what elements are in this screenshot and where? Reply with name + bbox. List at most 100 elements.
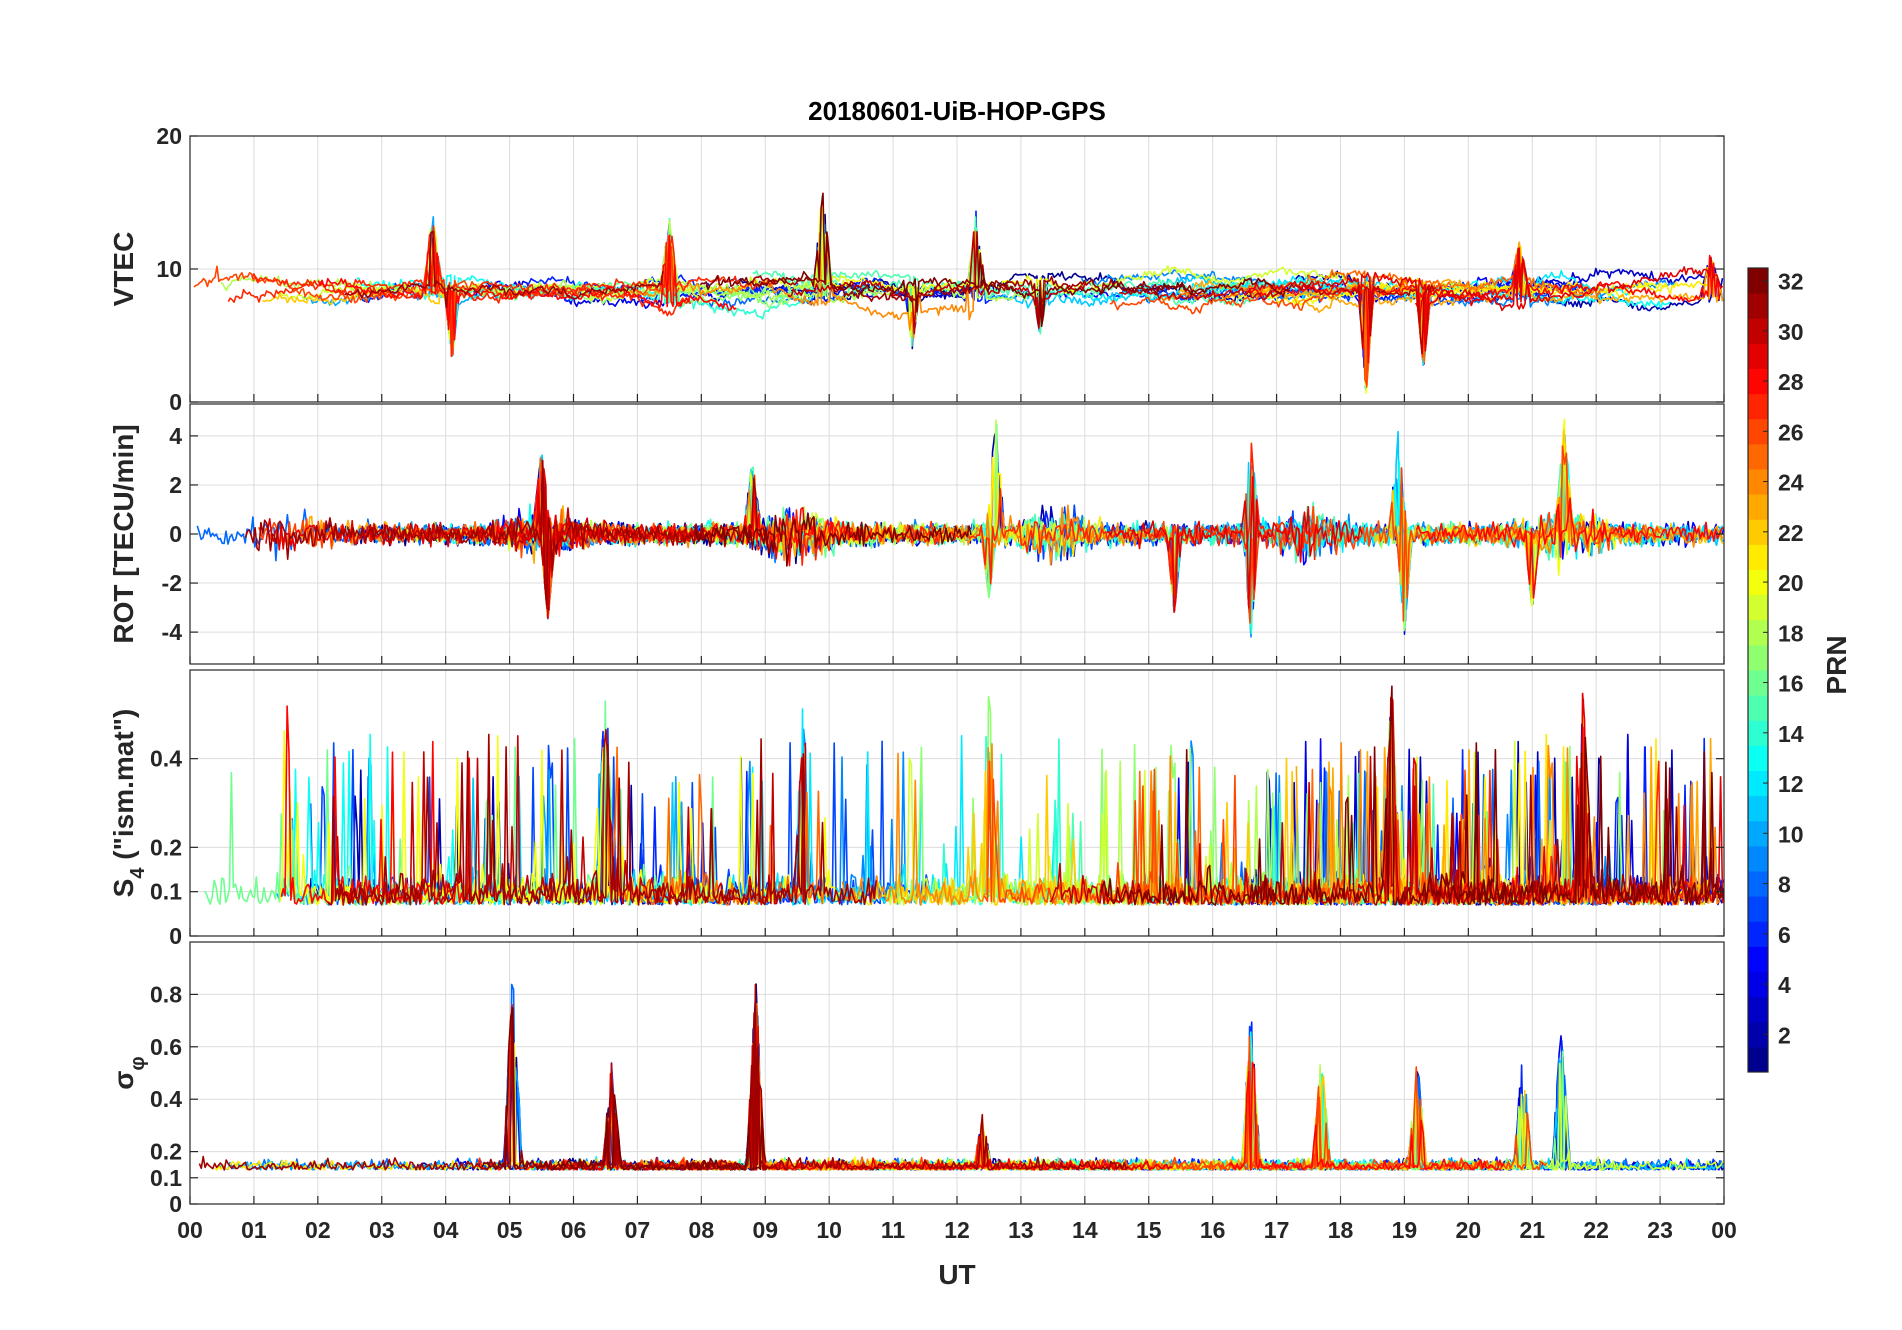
colorbar-segment	[1748, 268, 1768, 294]
x-tick-label: 20	[1456, 1217, 1482, 1243]
x-tick-label: 15	[1136, 1217, 1162, 1243]
y-tick-label: 0.4	[150, 746, 182, 772]
colorbar-tick-label: 18	[1778, 620, 1804, 646]
colorbar-segment	[1748, 896, 1768, 922]
colorbar-tick-label: 20	[1778, 570, 1804, 596]
y-tick-label: 0.1	[150, 879, 182, 905]
series-group	[203, 685, 1724, 906]
y-tick-label: 2	[169, 472, 182, 498]
y-tick-label: 0.1	[150, 1165, 182, 1191]
series-line-prn-29	[1106, 475, 1363, 613]
colorbar-tick-label: 4	[1778, 972, 1791, 998]
series-line-prn-28	[1245, 247, 1721, 364]
rot-panel: -4 -2 0 2 4 ROT [TECU/min]	[108, 403, 1725, 665]
colorbar-segment	[1748, 695, 1768, 721]
series-line-prn-32	[699, 192, 1290, 328]
series-line-prn-32	[1454, 736, 1724, 906]
series-line-prn-31	[344, 230, 664, 309]
x-tick-label: 05	[497, 1217, 523, 1243]
x-tick-label: 07	[625, 1217, 651, 1243]
y-tick-label: 20	[156, 123, 182, 149]
x-tick-label: 13	[1008, 1217, 1034, 1243]
colorbar-segment	[1748, 1046, 1768, 1073]
colorbar-segment	[1748, 343, 1768, 369]
y-tick-label: 0	[169, 521, 182, 547]
x-tick-label: 01	[241, 1217, 267, 1243]
x-tick-label: 02	[305, 1217, 331, 1243]
series-line-prn-26	[257, 470, 691, 603]
colorbar-tick-label: 22	[1778, 520, 1804, 546]
colorbar-tick-label: 8	[1778, 872, 1791, 898]
x-tick-label: 00	[177, 1217, 203, 1243]
y-tick-label: -2	[162, 570, 182, 596]
s4-panel: 0 0.1 0.2 0.4S4 ("ism.mat")	[108, 669, 1725, 949]
x-tick-label: 06	[561, 1217, 587, 1243]
vtec-panel: 0 10 20 VTEC	[108, 123, 1725, 415]
x-axis: 00 01 02 03 04 05 06 07 08 09 10 11 12 13 14 15 16 17 18 19…	[177, 1217, 1737, 1243]
chart-title: 20180601-UiB-HOP-GPS	[808, 96, 1106, 126]
colorbar-segment	[1748, 393, 1768, 420]
series-line-prn-32	[1099, 685, 1508, 906]
y-axis-label: σφ	[108, 1056, 149, 1089]
colorbar-segment	[1748, 745, 1768, 771]
y-tick-label: 0.2	[150, 834, 182, 860]
colorbar-tick-label: 14	[1778, 721, 1804, 747]
series-line-prn-30	[787, 231, 1088, 335]
colorbar-segment	[1748, 619, 1768, 646]
y-tick-label: 10	[156, 256, 182, 282]
series-group	[198, 983, 1724, 1171]
x-tick-label: 03	[369, 1217, 395, 1243]
x-tick-label: 09	[752, 1217, 778, 1243]
x-tick-label: 17	[1264, 1217, 1290, 1243]
series-line-prn-31	[1434, 774, 1724, 906]
x-tick-label: 23	[1647, 1217, 1673, 1243]
colorbar-tick-label: 24	[1778, 470, 1804, 496]
colorbar-segment	[1748, 469, 1768, 495]
colorbar-tick-label: 6	[1778, 922, 1791, 948]
series-line-prn-30	[1119, 284, 1437, 355]
colorbar-segment	[1748, 820, 1768, 847]
series-line-prn-28	[1228, 1061, 1505, 1171]
series-line-prn-30	[365, 480, 705, 611]
colorbar-segment	[1748, 594, 1768, 621]
colorbar-segment	[1748, 569, 1768, 596]
series-line-prn-31	[198, 983, 774, 1171]
y-axis-label: S4 ("ism.mat")	[108, 709, 149, 898]
colorbar-segment	[1748, 1021, 1768, 1048]
series-line-prn-32	[481, 1007, 767, 1171]
series-line-prn-31	[244, 459, 778, 606]
x-tick-label: 08	[689, 1217, 715, 1243]
colorbar-segment	[1748, 946, 1768, 972]
series-line-prn-31	[327, 733, 877, 906]
colorbar-segment	[1748, 971, 1768, 998]
x-tick-label: 04	[433, 1217, 459, 1243]
x-tick-label: 10	[816, 1217, 842, 1243]
colorbar-segment	[1748, 494, 1768, 520]
x-tick-label: 16	[1200, 1217, 1226, 1243]
colorbar-segment	[1748, 293, 1768, 319]
series-line-prn-29	[559, 1025, 1173, 1171]
series-group	[196, 418, 1724, 638]
x-tick-label: 21	[1519, 1217, 1545, 1243]
series-line-prn-23	[1248, 241, 1724, 373]
colorbar-tick-label: 12	[1778, 771, 1804, 797]
y-axis-label: VTEC	[108, 232, 139, 307]
y-axis-label: ROT [TECU/min]	[108, 424, 139, 643]
colorbar-tick-label: 30	[1778, 319, 1804, 345]
y-tick-label: 0.2	[150, 1139, 182, 1165]
colorbar-tick-label: 2	[1778, 1022, 1791, 1048]
y-tick-label: 0.6	[150, 1034, 182, 1060]
x-tick-label: 12	[944, 1217, 970, 1243]
series-group	[193, 192, 1724, 394]
colorbar-tick-label: 16	[1778, 671, 1804, 697]
colorbar-segment	[1748, 544, 1768, 570]
colorbar-segment	[1748, 795, 1768, 822]
y-tick-label: 0.4	[150, 1086, 182, 1112]
colorbar-segment	[1748, 670, 1768, 696]
x-axis-label: UT	[938, 1259, 975, 1290]
series-line-prn-26	[1109, 282, 1443, 386]
y-tick-label: 4	[169, 423, 182, 449]
colorbar-label: PRN	[1821, 635, 1852, 694]
